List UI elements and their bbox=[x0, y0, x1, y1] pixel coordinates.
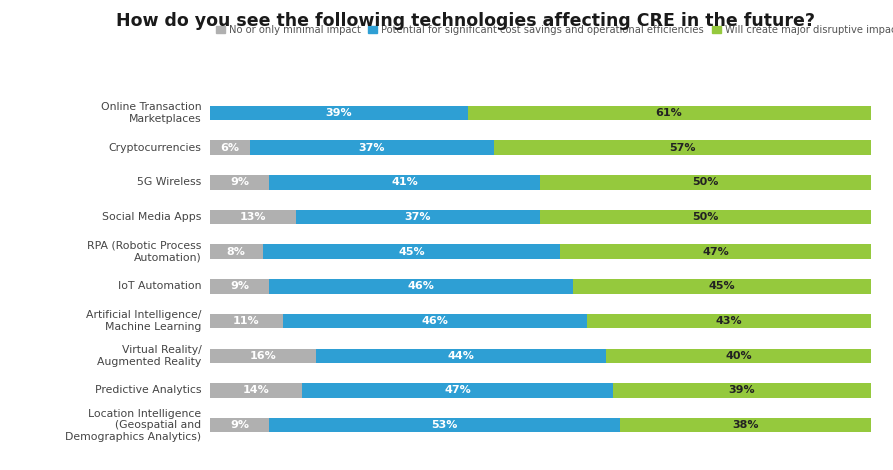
Text: 37%: 37% bbox=[405, 212, 431, 222]
Text: How do you see the following technologies affecting CRE in the future?: How do you see the following technologie… bbox=[116, 12, 815, 30]
Legend: No or only minimal impact, Potential for significant cost savings and operationa: No or only minimal impact, Potential for… bbox=[212, 21, 893, 39]
Text: 6%: 6% bbox=[221, 143, 239, 153]
Text: 50%: 50% bbox=[692, 212, 719, 222]
Bar bbox=[315, 349, 606, 363]
Bar bbox=[210, 349, 315, 363]
Bar bbox=[540, 175, 871, 189]
Text: 9%: 9% bbox=[230, 420, 249, 430]
Text: 50%: 50% bbox=[692, 177, 719, 188]
Bar bbox=[270, 279, 573, 294]
Bar bbox=[573, 279, 871, 294]
Text: 16%: 16% bbox=[249, 351, 276, 361]
Bar bbox=[613, 383, 871, 398]
Bar bbox=[210, 314, 282, 329]
Bar bbox=[540, 210, 871, 224]
Bar bbox=[210, 383, 303, 398]
Text: 11%: 11% bbox=[233, 316, 260, 326]
Text: 43%: 43% bbox=[715, 316, 742, 326]
Bar bbox=[210, 418, 270, 432]
Text: 45%: 45% bbox=[398, 247, 425, 257]
Bar bbox=[282, 314, 587, 329]
Bar bbox=[210, 175, 270, 189]
Bar bbox=[587, 314, 871, 329]
Bar bbox=[606, 349, 871, 363]
Text: 37%: 37% bbox=[358, 143, 385, 153]
Bar bbox=[560, 244, 871, 259]
Text: 44%: 44% bbox=[447, 351, 474, 361]
Text: 53%: 53% bbox=[431, 420, 457, 430]
Bar bbox=[210, 106, 468, 120]
Bar bbox=[494, 141, 871, 155]
Text: 41%: 41% bbox=[391, 177, 418, 188]
Text: 47%: 47% bbox=[702, 247, 729, 257]
Text: 40%: 40% bbox=[725, 351, 752, 361]
Bar bbox=[270, 418, 620, 432]
Bar bbox=[210, 279, 270, 294]
Bar bbox=[249, 141, 494, 155]
Text: 46%: 46% bbox=[408, 282, 435, 291]
Bar bbox=[210, 210, 296, 224]
Text: 47%: 47% bbox=[445, 385, 471, 395]
Text: 61%: 61% bbox=[655, 108, 682, 118]
Text: 14%: 14% bbox=[243, 385, 270, 395]
Bar bbox=[263, 244, 560, 259]
Bar bbox=[210, 244, 263, 259]
Text: 57%: 57% bbox=[669, 143, 696, 153]
Bar bbox=[620, 418, 871, 432]
Text: 8%: 8% bbox=[227, 247, 246, 257]
Bar bbox=[468, 106, 871, 120]
Text: 13%: 13% bbox=[239, 212, 266, 222]
Bar bbox=[270, 175, 540, 189]
Text: 39%: 39% bbox=[325, 108, 352, 118]
Text: 45%: 45% bbox=[709, 282, 735, 291]
Bar bbox=[296, 210, 540, 224]
Bar bbox=[210, 141, 249, 155]
Bar bbox=[303, 383, 613, 398]
Text: 38%: 38% bbox=[732, 420, 758, 430]
Text: 9%: 9% bbox=[230, 177, 249, 188]
Text: 9%: 9% bbox=[230, 282, 249, 291]
Text: 46%: 46% bbox=[421, 316, 448, 326]
Text: 39%: 39% bbox=[729, 385, 755, 395]
